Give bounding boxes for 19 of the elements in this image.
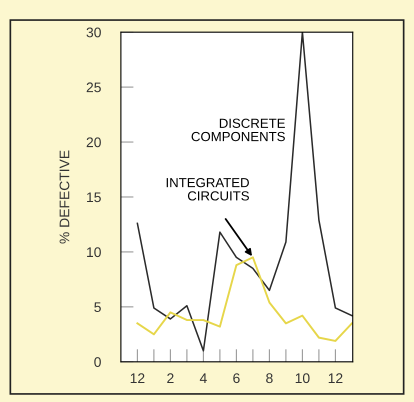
annotation: DISCRETE COMPONENTS: [192, 118, 285, 142]
x-tick-label: 4: [200, 373, 207, 383]
y-tick-label: 10: [87, 247, 101, 258]
x-tick-label: 6: [233, 373, 240, 384]
y-tick-label: 5: [94, 302, 101, 312]
line-series: [136, 256, 353, 342]
x-tick-label: 12: [130, 373, 144, 383]
annotation: INTEGRATED CIRCUITS: [166, 178, 249, 201]
x-tick-label: 10: [296, 373, 310, 384]
x-tick-label: 8: [266, 373, 273, 384]
y-tick-label: 0: [94, 357, 101, 367]
y-tick-label: 20: [86, 137, 101, 148]
y-axis-title: % DEFECTIVE: [60, 150, 70, 244]
x-tick-label: 2: [167, 373, 174, 383]
line-series: [136, 32, 353, 352]
y-tick-label: 30: [86, 27, 101, 38]
x-tick-label: 12: [328, 373, 342, 383]
y-tick-label: 25: [86, 82, 101, 92]
y-tick-label: 15: [87, 192, 101, 202]
